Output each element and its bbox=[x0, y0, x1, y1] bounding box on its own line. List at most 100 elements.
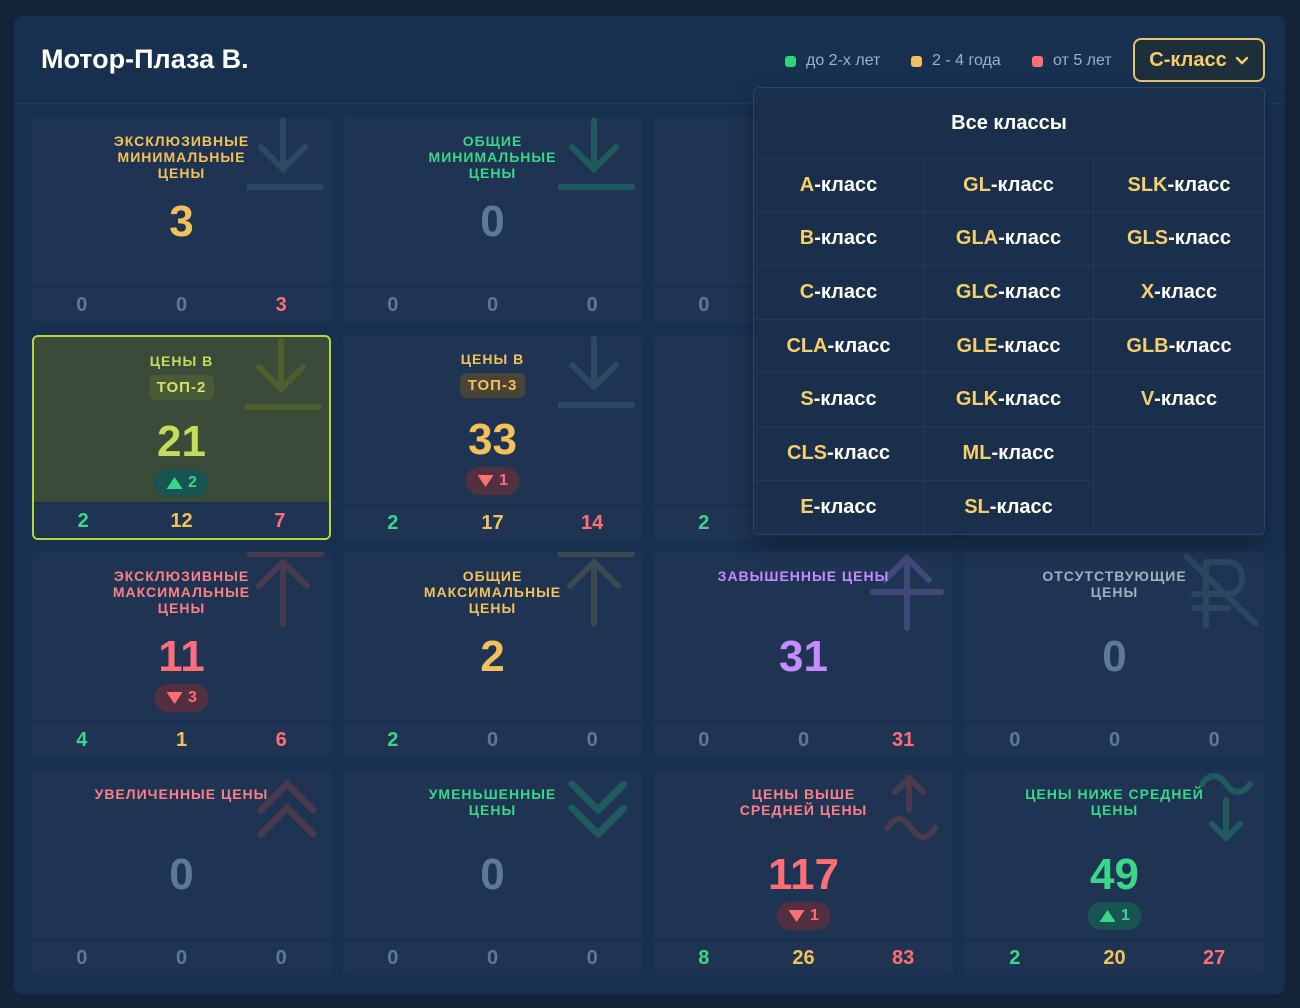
class-code: E bbox=[800, 495, 814, 518]
footer-mid: 0 bbox=[486, 729, 499, 751]
dropdown-item-b[interactable]: B -класс bbox=[754, 212, 924, 267]
badge-value: 1 bbox=[499, 472, 508, 489]
footer-old: 0 bbox=[1208, 729, 1220, 751]
class-suffix: -класс bbox=[1154, 280, 1218, 303]
dropdown-item-gle[interactable]: GLE -класс bbox=[924, 319, 1094, 374]
legend-label: 2 - 4 года bbox=[932, 52, 1001, 69]
dropdown-item-slk[interactable]: SLK -класс bbox=[1094, 159, 1264, 213]
dropdown-item-cls[interactable]: CLS -класс bbox=[754, 426, 924, 481]
card-title: ЭКСКЛЮЗИВНЫЕ МАКСИМАЛЬНЫЕ ЦЕНЫ bbox=[112, 568, 251, 616]
class-suffix: -класс bbox=[998, 280, 1062, 303]
dropdown-item-a[interactable]: A -класс bbox=[754, 159, 924, 213]
card-common-max-prices[interactable]: ОБЩИЕ МАКСИМАЛЬНЫЕ ЦЕНЫ 2 2 0 0 bbox=[343, 552, 642, 757]
card-title: ЦЕНЫ В bbox=[149, 353, 214, 369]
arrow-up-icon bbox=[558, 552, 635, 627]
card-missing-prices[interactable]: ОТСУТСТВУЮЩИЕ ЦЕНЫ 0 0 0 0 bbox=[965, 552, 1264, 757]
footer-old: 0 bbox=[586, 947, 598, 969]
card-tag: ТОП-3 bbox=[459, 373, 526, 398]
legend-dot-icon bbox=[785, 55, 796, 67]
class-code: B bbox=[799, 227, 815, 250]
card-value: 0 bbox=[480, 197, 505, 246]
card-value: 31 bbox=[779, 632, 828, 681]
badge-value: 1 bbox=[810, 907, 819, 924]
card-below-average-prices[interactable]: ЦЕНЫ НИЖЕ СРЕДНЕЙ ЦЕНЫ 49 1 2 20 27 bbox=[965, 770, 1264, 975]
legend-item-young: до 2-х лет bbox=[785, 52, 880, 70]
card-decreased-prices[interactable]: УМЕНЬШЕННЫЕ ЦЕНЫ 0 0 0 0 bbox=[343, 770, 642, 975]
dropdown-item-gl[interactable]: GL -класс bbox=[924, 159, 1094, 213]
card-value: 0 bbox=[1102, 632, 1127, 681]
dropdown-item-glb[interactable]: GLB -класс bbox=[1094, 320, 1264, 374]
card-tag: ТОП-2 bbox=[148, 375, 215, 400]
footer-mid: 20 bbox=[1103, 947, 1126, 969]
class-select-value: C-класс bbox=[1149, 48, 1227, 71]
footer-young: 2 bbox=[1009, 947, 1021, 969]
card-above-average-prices[interactable]: ЦЕНЫ ВЫШЕ СРЕДНЕЙ ЦЕНЫ 117 1 8 26 83 bbox=[654, 770, 953, 975]
card-exclusive-min-prices[interactable]: ЭКСКЛЮЗИВНЫЕ МИНИМАЛЬНЫЕ ЦЕНЫ 3 0 0 3 bbox=[32, 117, 331, 322]
dropdown-item-s[interactable]: S -класс bbox=[754, 373, 924, 427]
footer-mid: 0 bbox=[486, 947, 499, 969]
dropdown-item-e[interactable]: E -класс bbox=[754, 480, 924, 534]
change-badge: 1 bbox=[1087, 902, 1142, 930]
card-footer: 2 0 0 bbox=[343, 721, 642, 757]
class-code: V bbox=[1140, 388, 1155, 411]
double-chevron-down-icon bbox=[568, 780, 628, 839]
arrow-down-to-line-icon bbox=[558, 336, 635, 408]
card-top3-prices[interactable]: ЦЕНЫ В ТОП-3 33 1 2 17 14 bbox=[343, 335, 642, 540]
class-suffix: -класс bbox=[998, 227, 1062, 250]
triangle-up-icon bbox=[166, 477, 183, 489]
dropdown-item-x[interactable]: X -класс bbox=[1094, 266, 1264, 320]
dropdown-item-glc[interactable]: GLC -класс bbox=[924, 266, 1094, 320]
dropdown-item-sl[interactable]: SL -класс bbox=[924, 480, 1094, 534]
card-title: ЦЕНЫ В bbox=[460, 351, 525, 367]
footer-old: 0 bbox=[275, 947, 287, 969]
class-suffix: -класс bbox=[1168, 334, 1232, 357]
card-footer: 8 26 83 bbox=[654, 939, 953, 975]
change-badge: 3 bbox=[154, 684, 209, 712]
dropdown-item-all-classes[interactable]: Все классы bbox=[754, 88, 1264, 159]
footer-mid: 0 bbox=[486, 294, 499, 316]
dropdown-item-ml[interactable]: ML -класс bbox=[924, 426, 1094, 481]
class-dropdown-menu: Все классы A -класс GL -класс SLK -класс B-… bbox=[753, 87, 1265, 535]
footer-young: 2 bbox=[698, 512, 710, 534]
footer-young: 8 bbox=[698, 947, 710, 969]
dropdown-item-v[interactable]: V -класс bbox=[1094, 373, 1264, 427]
footer-mid: 1 bbox=[175, 729, 188, 751]
footer-old: 3 bbox=[275, 294, 287, 316]
triangle-down-icon bbox=[788, 910, 805, 922]
triangle-down-icon bbox=[166, 692, 183, 704]
dropdown-item-glk[interactable]: GLK -класс bbox=[924, 373, 1094, 427]
footer-young: 0 bbox=[76, 947, 88, 969]
change-badge: 2 bbox=[154, 469, 209, 497]
dropdown-grid: A -класс GL -класс SLK -класс B -класс GLA -к… bbox=[754, 159, 1264, 534]
triangle-down-icon bbox=[477, 475, 494, 487]
class-suffix: -класс bbox=[997, 334, 1061, 357]
dropdown-item-c[interactable]: C -класс bbox=[754, 266, 924, 320]
card-title: ЗАВЫШЕННЫЕ ЦЕНЫ bbox=[717, 568, 890, 584]
dropdown-item-gla[interactable]: GLA -класс bbox=[924, 212, 1094, 267]
footer-old: 0 bbox=[586, 294, 598, 316]
class-suffix: -класс bbox=[991, 441, 1055, 464]
badge-value: 2 bbox=[188, 474, 197, 491]
dropdown-item-gls[interactable]: GLS -класс bbox=[1094, 213, 1264, 267]
class-code: SLK bbox=[1127, 173, 1168, 196]
card-increased-prices[interactable]: УВЕЛИЧЕННЫЕ ЦЕНЫ 0 0 0 0 bbox=[32, 770, 331, 975]
card-footer: 2 17 14 bbox=[343, 504, 642, 540]
footer-mid: 12 bbox=[170, 510, 193, 532]
legend-label: от 5 лет bbox=[1053, 52, 1112, 69]
dropdown-item-cla[interactable]: CLA -класс bbox=[754, 319, 924, 374]
footer-old: 27 bbox=[1203, 947, 1226, 969]
class-select[interactable]: C-класс bbox=[1133, 38, 1265, 82]
arrow-down-to-line-icon bbox=[558, 118, 635, 190]
card-top2-prices[interactable]: ЦЕНЫ В ТОП-2 21 2 2 12 7 bbox=[32, 335, 331, 540]
class-code: GLA bbox=[955, 227, 999, 250]
card-common-min-prices[interactable]: ОБЩИЕ МИНИМАЛЬНЫЕ ЦЕНЫ 0 0 0 0 bbox=[343, 117, 642, 322]
card-inflated-prices[interactable]: ЗАВЫШЕННЫЕ ЦЕНЫ 31 0 0 31 bbox=[654, 552, 953, 757]
footer-young: 2 bbox=[387, 729, 399, 751]
class-suffix: -класс bbox=[813, 388, 877, 411]
footer-mid: 0 bbox=[175, 947, 188, 969]
arrow-down-to-line-icon bbox=[245, 338, 322, 410]
card-exclusive-max-prices[interactable]: ЭКСКЛЮЗИВНЫЕ МАКСИМАЛЬНЫЕ ЦЕНЫ 11 3 4 1 … bbox=[32, 552, 331, 757]
arrow-down-to-line-icon bbox=[247, 118, 324, 190]
legend-dot-icon bbox=[911, 55, 922, 67]
card-value: 3 bbox=[169, 197, 194, 246]
